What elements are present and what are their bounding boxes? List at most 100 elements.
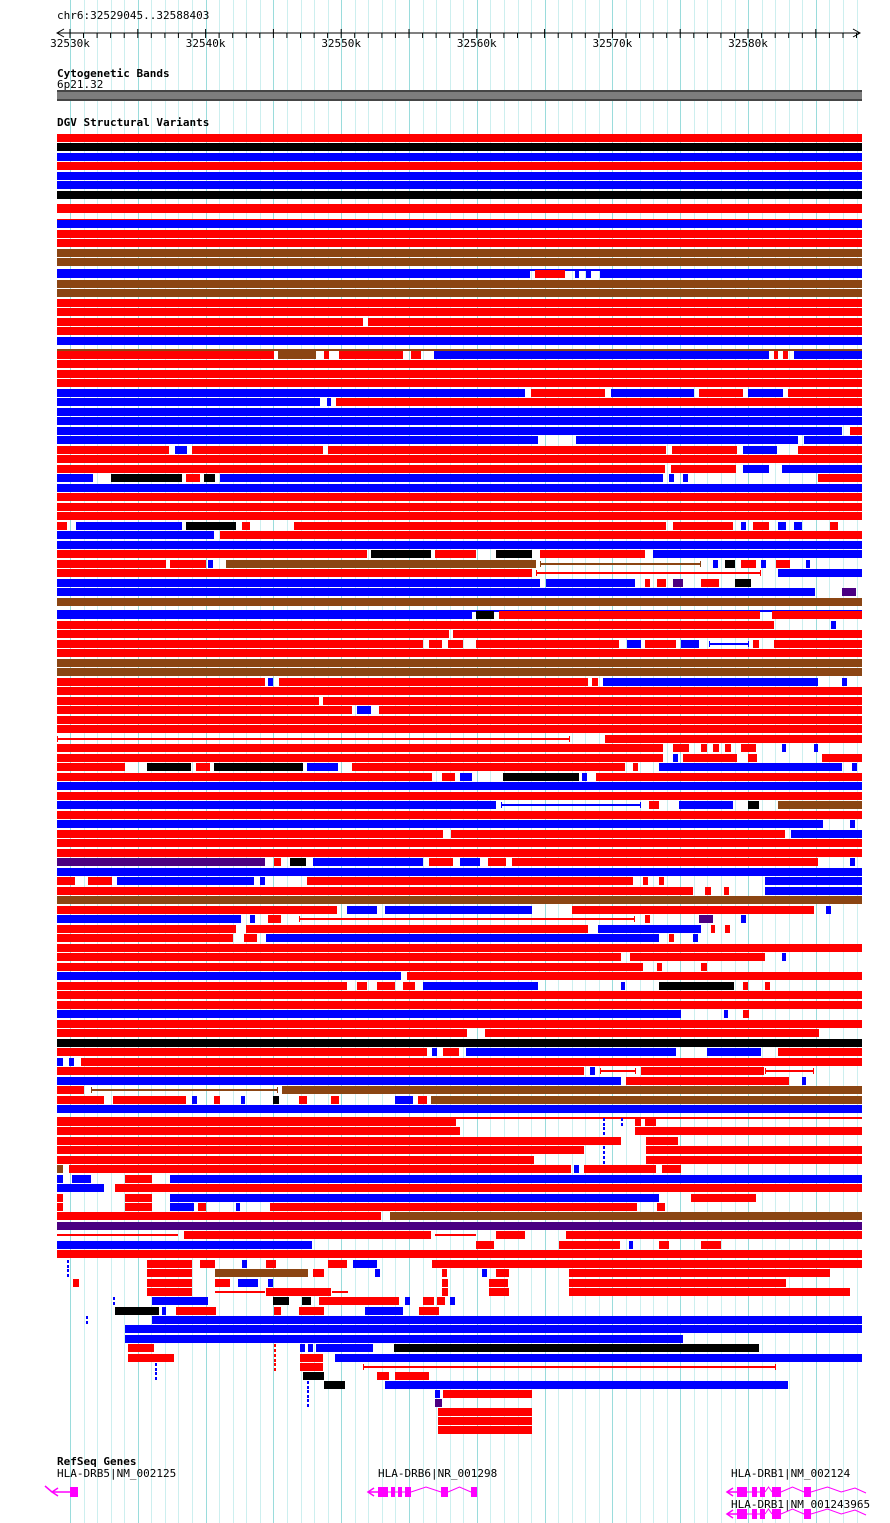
dgv-variant[interactable] [57,830,444,838]
dgv-variant[interactable] [57,512,862,520]
dgv-variant[interactable] [290,858,307,866]
dgv-variant[interactable] [242,522,251,530]
dgv-variant[interactable] [646,1137,679,1145]
dgv-variant[interactable] [334,1354,862,1362]
dgv-variant[interactable] [57,360,862,368]
dgv-variant[interactable] [644,640,676,648]
dgv-variant[interactable] [57,484,862,492]
dgv-variant[interactable] [852,763,858,771]
dgv-variant[interactable] [777,522,786,530]
dgv-variant[interactable] [709,641,710,647]
dgv-variant[interactable] [300,1363,323,1371]
dgv-variant[interactable] [476,611,495,619]
dgv-variant[interactable] [671,465,736,473]
dgv-variant[interactable] [741,560,756,568]
dgv-variant[interactable] [495,1269,510,1277]
dgv-variant[interactable] [781,465,862,473]
dgv-variant[interactable] [208,560,214,568]
dgv-variant[interactable] [235,1203,241,1211]
dgv-variant[interactable] [192,1096,197,1104]
dgv-variant[interactable] [243,934,257,942]
dgv-variant[interactable] [324,1381,346,1389]
dgv-variant[interactable] [57,1194,64,1202]
dgv-variant[interactable] [600,270,862,278]
dgv-variant[interactable] [86,1316,88,1324]
dgv-variant[interactable] [546,579,635,587]
dgv-variant[interactable] [442,1390,532,1398]
dgv-variant[interactable] [849,427,862,435]
dgv-variant[interactable] [57,550,367,558]
dgv-variant[interactable] [393,1344,759,1352]
dgv-variant[interactable] [395,1096,413,1104]
dgv-variant[interactable] [57,697,319,705]
gene-label[interactable]: HLA-DRB6|NR_001298 [378,1467,498,1480]
dgv-variant[interactable] [435,550,476,558]
dgv-variant[interactable] [395,1372,429,1380]
dgv-variant[interactable] [57,934,233,942]
dgv-variant[interactable] [639,802,641,808]
dgv-variant[interactable] [57,1118,456,1126]
dgv-variant[interactable] [569,1269,830,1277]
dgv-variant[interactable] [644,1118,656,1126]
dgv-variant[interactable] [66,1269,69,1277]
dgv-variant[interactable] [169,1175,862,1183]
dgv-variant[interactable] [605,735,862,743]
dgv-variant[interactable] [501,804,641,806]
dgv-variant[interactable] [531,389,606,397]
dgv-variant[interactable] [761,560,767,568]
dgv-variant[interactable] [356,982,367,990]
dgv-variant[interactable] [511,858,818,866]
dgv-variant[interactable] [672,522,734,530]
dgv-variant[interactable] [57,1096,104,1104]
dgv-variant[interactable] [771,611,862,619]
dgv-variant[interactable] [602,1118,605,1126]
dgv-variant[interactable] [536,572,762,574]
dgv-variant[interactable] [364,1307,404,1315]
dgv-variant[interactable] [214,763,304,771]
dgv-variant[interactable] [441,773,456,781]
dgv-variant[interactable] [437,1417,532,1425]
dgv-variant[interactable] [849,820,855,828]
dgv-variant[interactable] [57,621,775,629]
dgv-variant[interactable] [602,678,818,686]
dgv-variant[interactable] [389,1212,862,1220]
dgv-variant[interactable] [592,678,598,686]
dgv-variant[interactable] [57,220,862,228]
dgv-variant[interactable] [279,678,589,686]
dgv-variant[interactable] [57,308,862,316]
gene-label[interactable]: HLA-DRB5|NM_002125 [57,1467,177,1480]
dgv-variant[interactable] [57,668,862,676]
dgv-variant[interactable] [57,763,125,771]
dgv-variant[interactable] [219,474,664,482]
dgv-variant[interactable] [600,1068,602,1074]
dgv-variant[interactable] [710,925,716,933]
dgv-variant[interactable] [501,802,503,808]
dgv-variant[interactable] [465,1048,676,1056]
dgv-variant[interactable] [459,858,480,866]
dgv-variant[interactable] [701,744,708,752]
dgv-variant[interactable] [57,801,496,809]
dgv-variant[interactable] [57,744,664,752]
dgv-variant[interactable] [777,801,862,809]
dgv-variant[interactable] [152,1297,209,1305]
dgv-variant[interactable] [57,953,621,961]
dgv-variant[interactable] [432,1048,437,1056]
dgv-variant[interactable] [57,1184,104,1192]
gene-label[interactable]: HLA-DRB1|NM_002124 [731,1467,851,1480]
dgv-variant[interactable] [313,1269,325,1277]
dgv-variant[interactable] [765,887,862,895]
dgv-variant[interactable] [125,1335,684,1343]
dgv-variant[interactable] [375,1269,380,1277]
dgv-variant[interactable] [57,725,862,733]
dgv-variant[interactable] [214,1096,221,1104]
dgv-variant[interactable] [351,763,626,771]
dgv-variant[interactable] [713,744,719,752]
dgv-variant[interactable] [57,896,862,904]
dgv-variant[interactable] [362,1366,776,1368]
dgv-variant[interactable] [385,1381,788,1389]
dgv-variant[interactable] [161,1307,167,1315]
dgv-variant[interactable] [598,925,701,933]
dgv-variant[interactable] [57,289,862,297]
dgv-variant[interactable] [568,736,570,742]
dgv-variant[interactable] [185,474,201,482]
